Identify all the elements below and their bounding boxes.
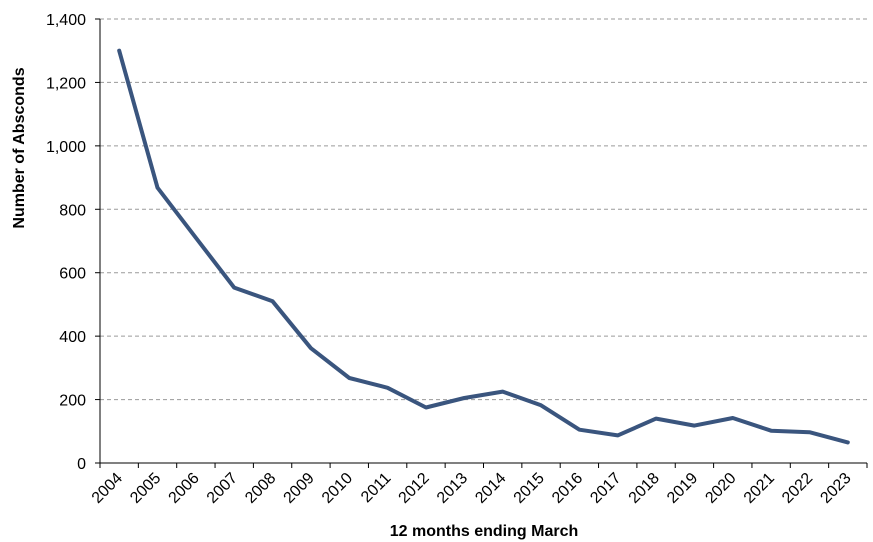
data-point [271,299,275,303]
x-tick-label: 2010 [319,470,356,507]
y-tick-label: 0 [77,456,86,473]
x-tick-label: 2008 [242,470,279,507]
x-tick-label: 2022 [779,470,816,507]
data-point [846,440,850,444]
data-point [232,286,236,290]
data-point [654,417,658,421]
x-tick-label: 2012 [396,470,433,507]
series-line [117,48,850,445]
data-point [808,430,812,434]
y-tick-label: 200 [59,393,86,410]
data-point [424,406,428,410]
data-point [577,428,581,432]
x-tick-label: 2014 [472,470,509,507]
data-point [194,236,198,240]
y-tick-label: 1,000 [46,139,86,156]
data-point [156,186,160,190]
x-tick-labels: 2004 2005 2006 2007 2008 2009 2010 2011 2012 2013… [89,470,855,507]
data-point [539,403,543,407]
x-tick-label: 2021 [741,470,778,507]
x-tick-label: 2005 [127,470,164,507]
y-tick-label: 1,200 [46,75,86,92]
data-point [386,386,390,390]
x-tick-label: 2006 [166,470,203,507]
x-tick-label: 2016 [549,470,586,507]
data-point [347,376,351,380]
y-axis-title: Number of Absconds [11,67,28,228]
x-tick-label: 2011 [358,470,394,506]
x-tick-label: 2009 [281,470,318,507]
y-tick-label: 800 [59,202,86,219]
data-point [501,390,505,394]
data-point [769,429,773,433]
x-tick-label: 2018 [626,470,663,507]
axes [95,18,868,468]
y-tick-label: 1,400 [46,12,86,29]
data-point [616,433,620,437]
x-tick-label: 2020 [702,470,739,507]
data-point [731,416,735,420]
series-layer [117,48,850,445]
x-tick-label: 2023 [817,470,854,507]
x-tick-label: 2007 [204,470,241,507]
data-point [309,346,313,350]
data-point [462,396,466,400]
y-tick-label: 400 [59,329,86,346]
data-point [692,424,696,428]
x-tick-label: 2013 [434,470,471,507]
x-tick-label: 2015 [511,470,548,507]
x-tick-label: 2019 [664,470,701,507]
data-point [117,49,121,53]
x-tick-label: 2004 [89,470,126,507]
x-axis-title: 12 months ending March [390,523,578,540]
x-tick-label: 2017 [587,470,624,507]
grid-lines [100,18,867,401]
y-tick-label: 600 [59,266,86,283]
y-tick-labels: 0 200 400 600 800 1,000 1,200 1,400 [46,12,86,473]
